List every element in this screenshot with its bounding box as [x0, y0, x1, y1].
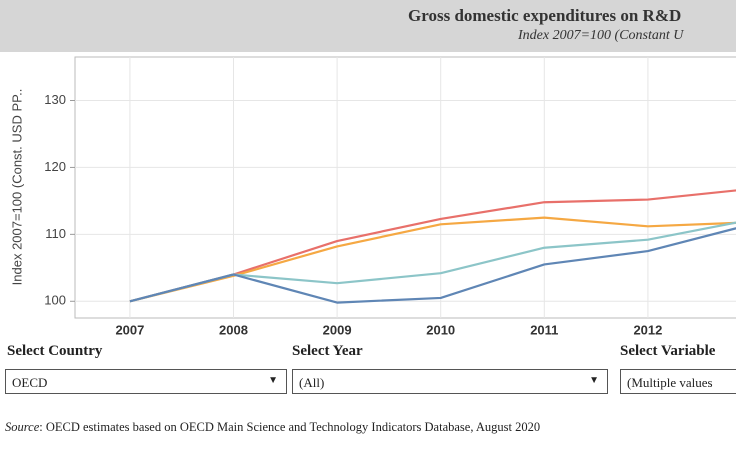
source-label: Source: [5, 420, 40, 434]
x-tick-label: 2012: [633, 322, 662, 337]
x-tick-label: 2011: [530, 322, 558, 337]
x-tick-label: 2007: [115, 322, 144, 337]
dropdown[interactable]: OECD ▼: [5, 369, 287, 394]
control-label: Select Country: [7, 343, 103, 359]
control-label: Select Year: [292, 343, 363, 359]
series-line: [129, 216, 736, 303]
header: Gross domestic expenditures on R&D Index…: [0, 0, 736, 52]
x-tick-label: 2010: [426, 322, 455, 337]
x-tick-label: 2008: [219, 322, 248, 337]
dropdown[interactable]: (All) ▼: [292, 369, 608, 394]
y-tick-label: 110: [45, 226, 66, 241]
y-tick-label: 120: [44, 159, 66, 174]
y-tick-label: 100: [44, 293, 66, 308]
chart-title: Gross domestic expenditures on R&D: [408, 6, 682, 25]
dropdown-arrow: ▼: [268, 375, 278, 386]
source-text: : OECD estimates based on OECD Main Scie…: [39, 420, 541, 434]
y-axis-title: Index 2007=100 (Const. USD PP..: [9, 89, 24, 286]
dropdown-value: (Multiple values: [627, 375, 713, 390]
plot-area: [74, 56, 736, 319]
source-note: Source: OECD estimates based on OECD Mai…: [5, 420, 540, 435]
chart: Index 2007=100 (Const. USD PP.. 100 110 12…: [9, 56, 736, 337]
x-tick-label: 2009: [323, 322, 352, 337]
y-tick-label: 130: [44, 92, 66, 107]
dropdown-value: (All): [299, 375, 325, 390]
dropdown-arrow: ▼: [589, 375, 599, 386]
chart-subtitle: Index 2007=100 (Constant U: [518, 28, 684, 43]
control-label: Select Variable: [620, 343, 716, 359]
dropdown[interactable]: (Multiple values: [620, 369, 736, 394]
series-line: [129, 227, 736, 304]
dropdown-value: OECD: [12, 375, 48, 390]
